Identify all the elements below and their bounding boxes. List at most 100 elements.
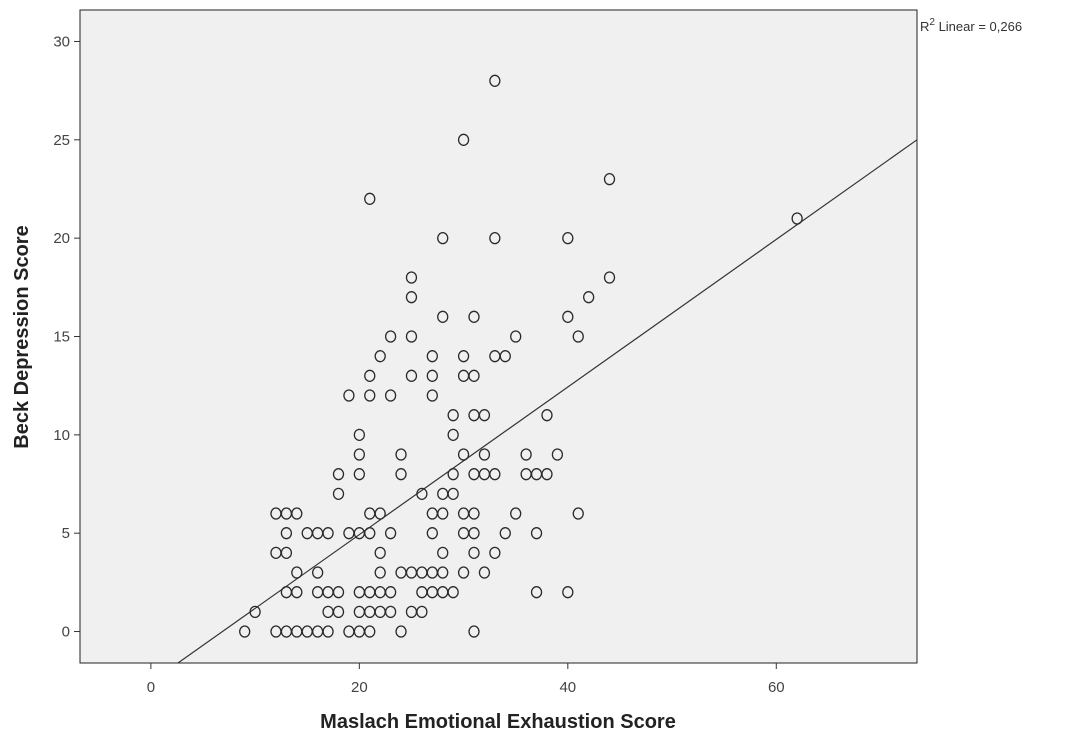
data-point: [447, 409, 459, 422]
data-point: [437, 566, 449, 579]
data-point: [457, 448, 470, 461]
data-point: [416, 487, 428, 500]
data-point: [478, 409, 491, 422]
data-point: [583, 291, 595, 304]
data-point: [447, 428, 459, 441]
y-tick-label: 20: [53, 230, 70, 247]
y-tick-label: 10: [53, 427, 70, 444]
data-point: [437, 232, 449, 245]
data-point: [332, 586, 345, 599]
data-point: [332, 605, 345, 619]
plot-background: [79, 9, 918, 664]
data-point: [499, 527, 511, 540]
data-point: [280, 546, 293, 560]
data-point: [384, 527, 397, 540]
y-tick-label: 0: [62, 624, 70, 641]
data-point: [447, 487, 459, 500]
data-point: [291, 586, 303, 599]
data-point: [322, 527, 334, 540]
data-point: [405, 369, 418, 382]
data-point: [364, 192, 376, 205]
data-point: [562, 310, 574, 323]
r-squared-label-sup: 2: [929, 17, 935, 28]
data-point: [541, 409, 553, 422]
data-point: [510, 330, 522, 343]
data-point: [572, 330, 584, 343]
data-point: [405, 330, 418, 343]
data-point: [520, 448, 532, 461]
data-point: [457, 350, 470, 363]
r-squared-label: R2 Linear = 0,266: [920, 17, 1022, 34]
data-point: [384, 586, 397, 599]
data-point: [374, 507, 386, 520]
data-point: [416, 605, 428, 619]
data-point: [541, 468, 553, 481]
data-point: [489, 232, 501, 245]
data-point: [384, 605, 397, 619]
data-point: [353, 428, 365, 441]
x-tick-label: 40: [559, 679, 576, 696]
data-point: [489, 546, 501, 560]
data-point: [426, 389, 438, 402]
data-point: [468, 625, 480, 638]
data-point: [468, 546, 480, 560]
data-point: [353, 448, 365, 461]
data-point: [457, 566, 470, 579]
data-point: [374, 546, 386, 560]
data-point: [395, 625, 407, 638]
x-axis-title: Maslach Emotional Exhaustion Score: [320, 711, 676, 733]
data-point: [384, 389, 397, 402]
data-point: [343, 389, 355, 402]
data-point: [291, 507, 303, 520]
data-point: [426, 369, 438, 382]
x-tick-label: 60: [768, 679, 785, 696]
data-point: [405, 291, 418, 304]
x-tick-label: 0: [147, 679, 155, 696]
data-point: [499, 350, 511, 363]
data-point: [572, 507, 584, 520]
data-point: [437, 507, 449, 520]
x-tick-label: 20: [351, 679, 368, 696]
data-point: [384, 330, 397, 343]
y-tick-label: 15: [53, 329, 70, 346]
data-point: [447, 468, 459, 481]
data-point: [312, 566, 324, 579]
data-point: [447, 586, 459, 599]
data-point: [551, 448, 564, 461]
data-point: [562, 232, 574, 245]
data-point: [395, 448, 407, 461]
data-point: [478, 566, 491, 579]
y-tick-label: 5: [62, 525, 70, 542]
data-point: [395, 468, 407, 481]
data-point: [291, 566, 303, 579]
data-point: [510, 507, 522, 520]
data-point: [468, 527, 480, 540]
data-point: [603, 173, 616, 186]
data-point: [322, 625, 334, 638]
data-point: [478, 448, 491, 461]
data-point: [249, 605, 261, 619]
data-point: [332, 468, 345, 481]
data-point: [374, 566, 386, 579]
data-point: [405, 271, 418, 284]
data-point: [489, 468, 501, 481]
data-point: [364, 369, 376, 382]
data-point: [353, 468, 365, 481]
data-point: [489, 74, 501, 87]
data-point: [437, 310, 449, 323]
data-point: [374, 350, 386, 363]
data-point: [364, 389, 376, 402]
data-point: [280, 527, 293, 540]
data-point: [468, 369, 480, 382]
data-point: [468, 310, 480, 323]
data-point: [562, 586, 574, 599]
data-point: [468, 507, 480, 520]
y-axis-title: Beck Depression Score: [11, 225, 33, 448]
y-tick-label: 30: [53, 33, 70, 50]
data-point: [364, 625, 376, 638]
data-point: [332, 487, 345, 500]
y-tick-label: 25: [53, 132, 70, 149]
data-point: [239, 625, 251, 638]
r-squared-label-text: Linear = 0,266: [935, 19, 1022, 34]
